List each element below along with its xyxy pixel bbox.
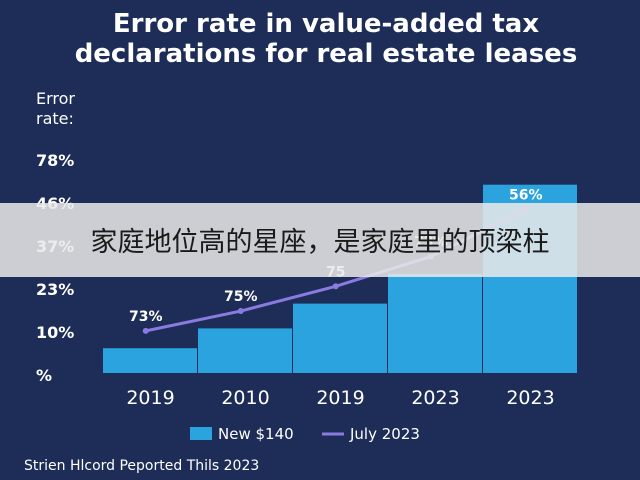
- x-tick-label: 2010: [221, 387, 269, 409]
- bar: [198, 328, 292, 373]
- line-data-label: 56%: [509, 187, 543, 203]
- line-point: [237, 308, 244, 315]
- x-tick-label: 2023: [411, 387, 459, 409]
- caption-band: [0, 203, 640, 277]
- x-tick-label: 2019: [316, 387, 364, 409]
- source-note: Strien Hlcord Peported Thils 2023: [24, 458, 259, 474]
- legend-label-bar: New $140: [218, 425, 294, 443]
- line-point: [332, 283, 339, 290]
- caption-text: 家庭地位高的星座，是家庭里的顶梁柱: [91, 227, 550, 258]
- y-tick-label: 23%: [36, 280, 74, 299]
- legend-swatch-bar: [190, 427, 212, 440]
- caption-overlay: 家庭地位高的星座，是家庭里的顶梁柱: [0, 203, 640, 277]
- line-data-label: 75%: [224, 289, 258, 305]
- chart-title-line-1: Error rate in value-added tax: [113, 9, 539, 39]
- y-axis-title-line-2: rate:: [36, 109, 74, 128]
- x-tick-label: 2023: [506, 387, 554, 409]
- line-point: [142, 327, 149, 334]
- legend-label-line: July 2023: [349, 425, 420, 443]
- x-tick-label: 2019: [126, 387, 174, 409]
- y-tick-label: %: [36, 366, 52, 385]
- bar: [388, 273, 482, 373]
- legend: New $140 July 2023: [190, 425, 420, 443]
- chart-title-line-2: declarations for real estate leases: [75, 39, 578, 69]
- y-tick-label: 78%: [36, 151, 74, 170]
- line-data-label: 73%: [129, 309, 163, 325]
- bar: [103, 348, 197, 373]
- y-axis-title-line-1: Error: [36, 89, 75, 108]
- bar: [293, 303, 387, 373]
- y-tick-label: 10%: [36, 323, 74, 342]
- x-axis-ticks: 2019 2010 2019 2023 2023: [126, 387, 554, 409]
